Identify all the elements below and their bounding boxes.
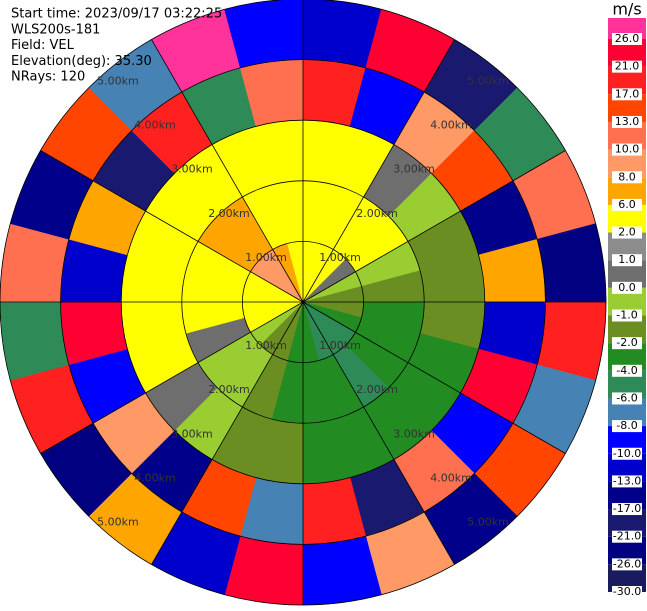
azimuth-grid-line <box>40 301 304 454</box>
colorbar-tick-label: 0.0 <box>618 281 636 294</box>
range-ring-label: 2.00km <box>356 207 398 220</box>
range-ring-label: 1.00km <box>245 251 287 264</box>
colorbar-label-bg <box>612 60 642 73</box>
azimuth-grid-line <box>151 301 304 565</box>
colorbar-label-bg <box>612 503 642 516</box>
colorbar-tick-label: 8.0 <box>618 170 636 183</box>
colorbar-tick-label: -8.0 <box>616 419 637 432</box>
colorbar-label-bg <box>612 254 642 267</box>
header-line: WLS200s-181 <box>11 22 100 37</box>
colorbar-label-bg <box>612 586 642 598</box>
colorbar-label-bg <box>612 226 642 239</box>
azimuth-grid-line <box>151 39 304 303</box>
range-ring-label: 5.00km <box>467 74 509 87</box>
colorbar-tick-label: -21.0 <box>613 530 641 543</box>
colorbar-tick-label: 10.0 <box>615 143 640 156</box>
header: Start time: 2023/09/17 03:22:25WLS200s-1… <box>11 7 222 85</box>
colorbar-tick-label: 26.0 <box>615 32 640 45</box>
range-ring-label: 5.00km <box>97 74 139 87</box>
colorbar-label-bg <box>612 475 642 488</box>
colorbar-tick-label: -2.0 <box>616 336 637 349</box>
azimuth-grid-line <box>302 150 566 303</box>
azimuth-grid-line <box>302 301 455 565</box>
range-ring-label: 2.00km <box>356 383 398 396</box>
ppi-plot <box>0 0 607 606</box>
range-ring-label: 5.00km <box>97 516 139 529</box>
colorbar-tick-label: -1.0 <box>616 309 637 322</box>
range-ring-label: 3.00km <box>171 427 213 440</box>
colorbar-label-bg <box>612 88 642 101</box>
colorbar-label-bg <box>612 337 642 350</box>
colorbar-tick-label: 21.0 <box>615 60 640 73</box>
range-ring-label: 4.00km <box>430 471 472 484</box>
header-line: Elevation(deg): 35.30 <box>11 54 152 69</box>
azimuth-grid-line <box>40 150 304 303</box>
colorbar-label-bg <box>612 171 642 184</box>
range-ring-label: 4.00km <box>430 119 472 132</box>
range-ring-label: 5.00km <box>467 516 509 529</box>
colorbar-label-bg <box>612 447 642 460</box>
header-line: Start time: 2023/09/17 03:22:25 <box>11 7 222 22</box>
colorbar: 26.0 21.0 17.0 13.0 10.0 8.0 6.0 2.0 1.0 0.0 -1.0 -… <box>608 18 646 598</box>
range-ring-label: 2.00km <box>208 383 250 396</box>
colorbar-tick-label: -10.0 <box>613 447 641 460</box>
header-line: NRays: 120 <box>11 70 85 85</box>
colorbar-label-bg <box>612 530 642 543</box>
colorbar-label-bg <box>612 281 642 294</box>
azimuth-grid-line <box>302 301 566 454</box>
range-ring-label: 3.00km <box>171 163 213 176</box>
colorbar-tick-label: -30.0 <box>613 585 641 598</box>
range-ring-label: 3.00km <box>393 163 435 176</box>
colorbar-tick-label: 1.0 <box>618 253 636 266</box>
colorbar-label-bg <box>612 558 642 571</box>
colorbar-tick-label: 13.0 <box>615 115 640 128</box>
colorbar-tick-label: -6.0 <box>616 391 637 404</box>
range-ring-label: 1.00km <box>319 251 361 264</box>
colorbar-label-bg <box>612 198 642 211</box>
colorbar-tick-label: 2.0 <box>618 226 636 239</box>
colorbar-label-bg <box>612 33 642 45</box>
colorbar-label-bg <box>612 364 642 377</box>
colorbar-tick-label: -17.0 <box>613 502 641 515</box>
colorbar-tick-label: 6.0 <box>618 198 636 211</box>
range-ring-label: 4.00km <box>134 119 176 132</box>
range-ring-label: 3.00km <box>393 427 435 440</box>
colorbar-tick-label: -13.0 <box>613 474 641 487</box>
colorbar-tick-label: -4.0 <box>616 364 637 377</box>
grid: 1.00km 2.00km 3.00km 4.00km 5.00km 1.00km 2.00… <box>0 0 607 606</box>
range-ring-label: 2.00km <box>208 207 250 220</box>
colorbar-label-bg <box>612 143 642 156</box>
colorbar-tick-label: -26.0 <box>613 557 641 570</box>
colorbar-label-bg <box>612 420 642 433</box>
header-line: Field: VEL <box>11 38 75 53</box>
range-ring-label: 4.00km <box>134 471 176 484</box>
colorbar-label-bg <box>612 309 642 322</box>
colorbar-unit: m/s <box>612 0 641 19</box>
colorbar-label-bg <box>612 392 642 405</box>
colorbar-tick-label: 17.0 <box>615 87 640 100</box>
azimuth-grid-line <box>302 39 455 303</box>
colorbar-label-bg <box>612 115 642 128</box>
range-ring-label: 1.00km <box>319 339 361 352</box>
range-ring-label: 1.00km <box>245 339 287 352</box>
